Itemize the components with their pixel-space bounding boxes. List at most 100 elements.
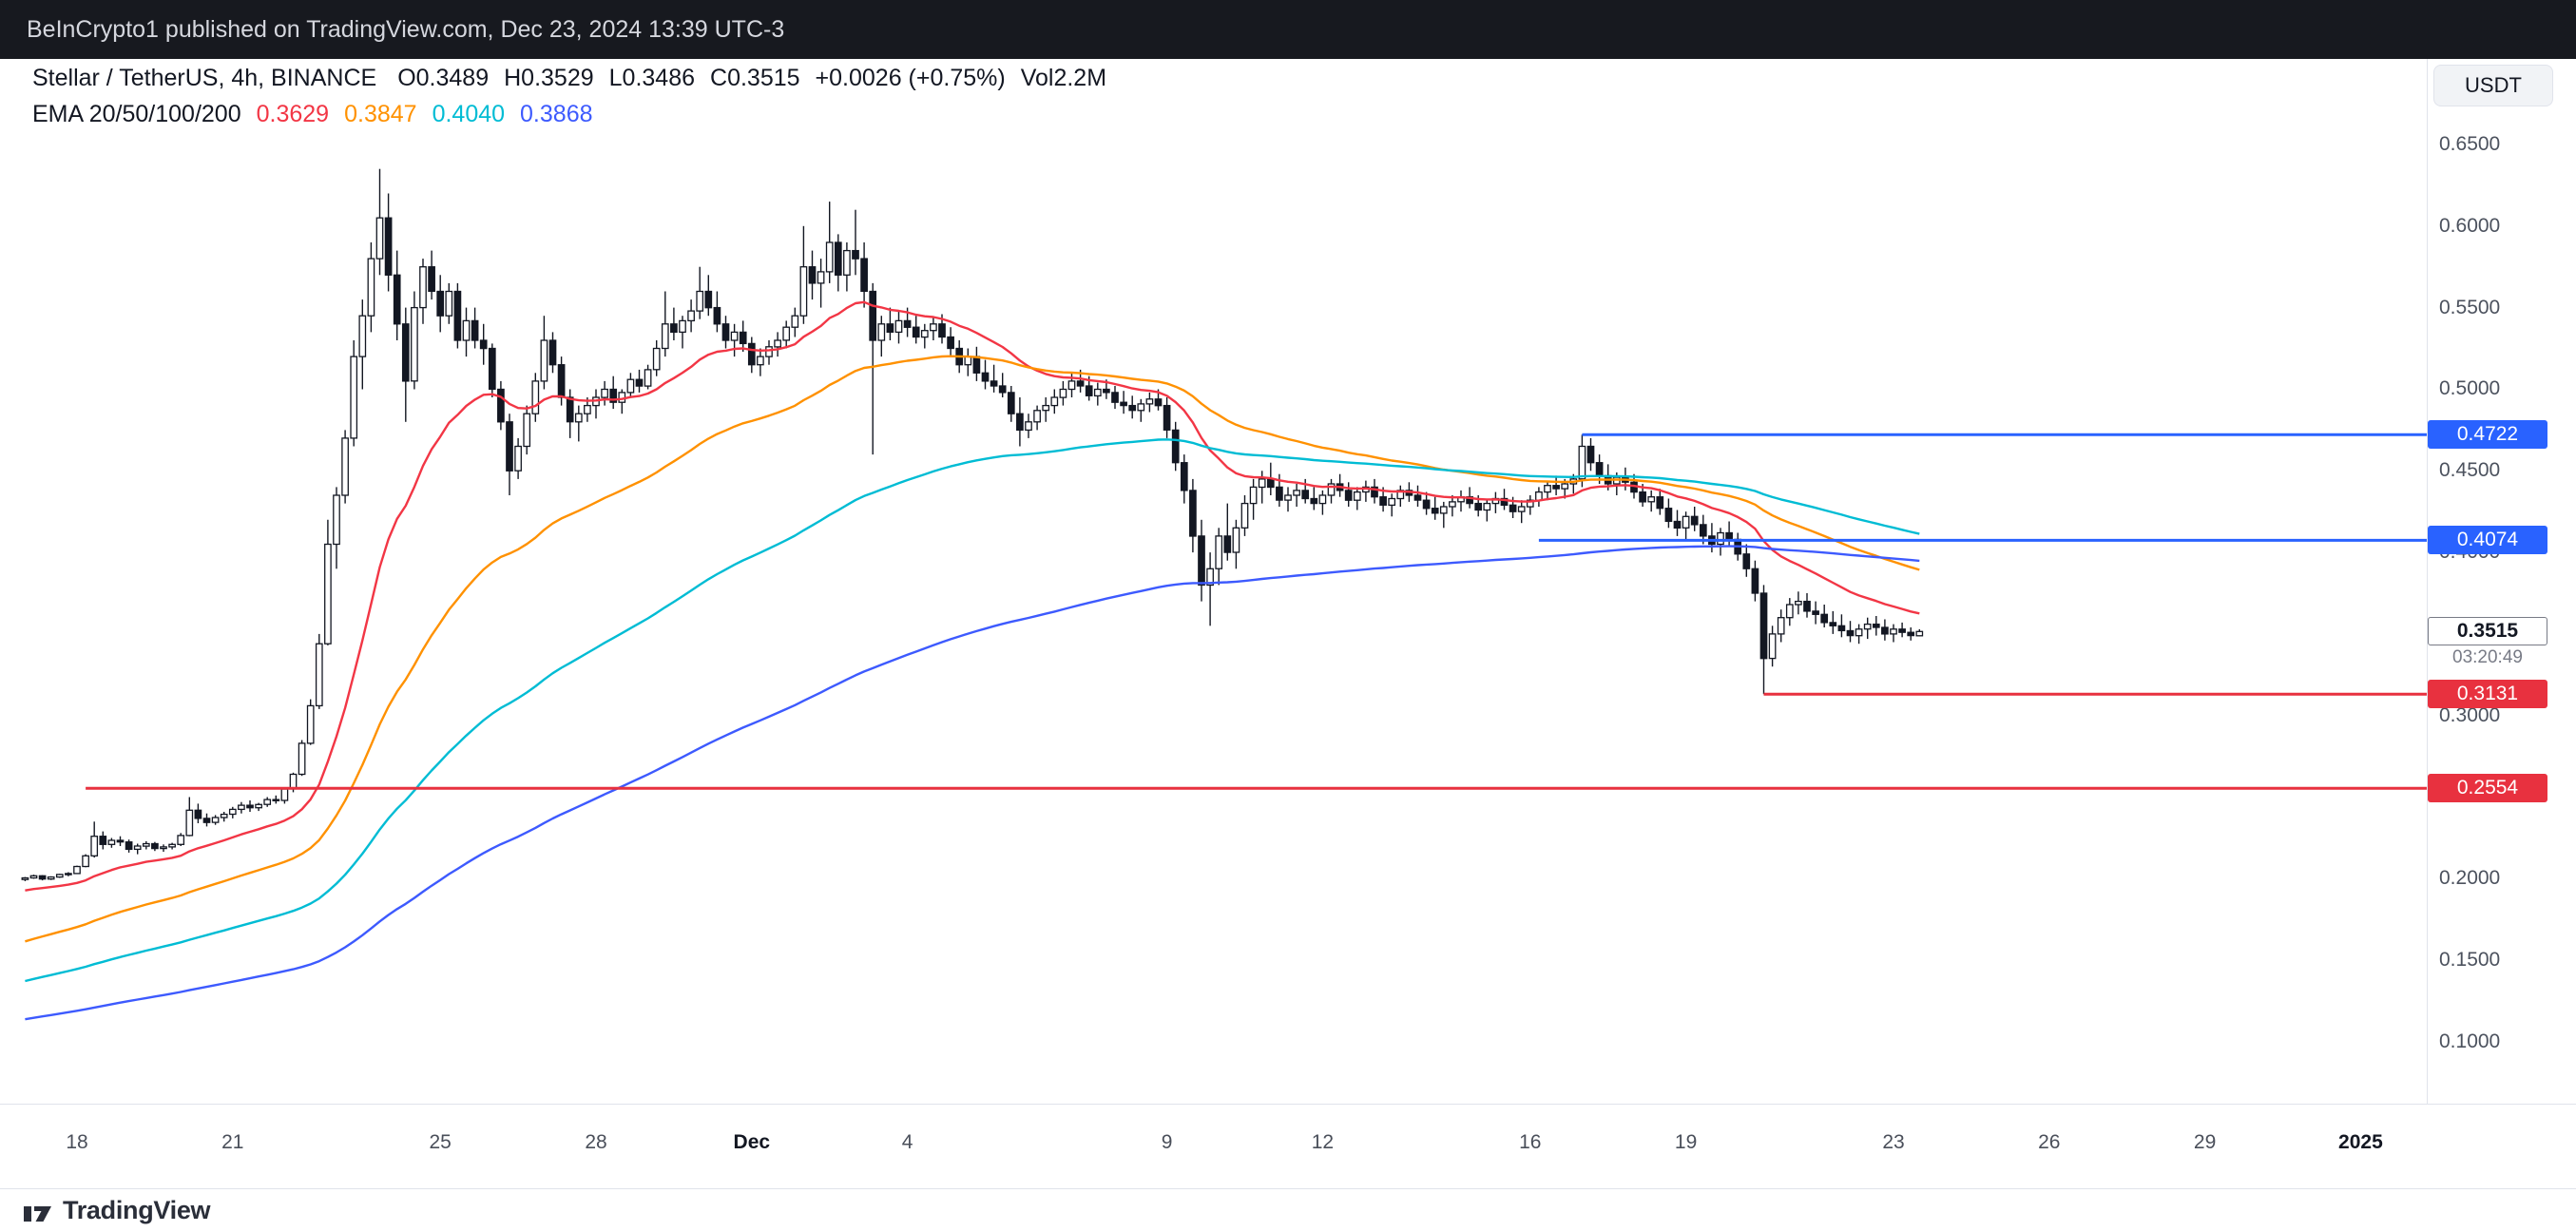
candle-down	[1820, 605, 1829, 627]
candle-up	[817, 259, 825, 308]
candle-up	[1795, 591, 1802, 615]
candle-down	[1413, 485, 1422, 507]
candle-down	[1120, 391, 1127, 414]
candle-up	[791, 307, 799, 337]
candle-up	[540, 316, 548, 390]
candle-down	[1664, 498, 1673, 529]
candle-down	[1829, 610, 1837, 634]
candle-down	[566, 389, 574, 438]
time-label: 21	[221, 1131, 244, 1153]
candle-up	[1318, 490, 1327, 515]
tradingview-logo-link[interactable]: TradingView	[23, 1196, 211, 1225]
candle-down	[428, 250, 435, 300]
candle-up	[1396, 485, 1405, 507]
candle-down	[1016, 397, 1024, 447]
candle-down	[947, 327, 954, 357]
resistance-price-label[interactable]: 0.4722	[2428, 420, 2547, 450]
candle-down	[125, 839, 133, 853]
candle-up	[687, 299, 695, 333]
candle-up	[1388, 493, 1396, 517]
price-tick-label: 0.6500	[2439, 133, 2501, 155]
candle-up	[65, 872, 72, 876]
candle-up	[1145, 392, 1154, 413]
ema100-value: 0.4040	[432, 101, 506, 127]
candle-up	[1249, 478, 1258, 520]
candle-up	[1863, 617, 1872, 640]
candlestick-chart[interactable]	[0, 59, 2427, 1104]
candle-down	[384, 193, 393, 292]
candle-down	[670, 307, 678, 340]
candle-down	[1111, 386, 1119, 410]
candle-down	[1344, 482, 1353, 507]
candle-up	[601, 380, 608, 406]
time-label: 2025	[2338, 1131, 2383, 1153]
candle-up	[1544, 480, 1551, 501]
candle-up	[462, 307, 471, 357]
candle-down	[990, 364, 998, 393]
time-label: 19	[1674, 1131, 1698, 1153]
candle-down	[972, 346, 981, 381]
candle-up	[696, 266, 704, 319]
candle-down	[393, 250, 401, 340]
candle-up	[799, 225, 808, 324]
candle-down	[1336, 473, 1344, 497]
symbol-title[interactable]: Stellar / TetherUS, 4h, BINANCE	[32, 65, 377, 91]
resistance-price-label[interactable]: 0.4074	[2428, 526, 2547, 555]
candle-down	[1586, 437, 1595, 472]
candle-up	[661, 291, 669, 357]
time-label: 9	[1161, 1131, 1173, 1153]
candle-up	[341, 430, 349, 504]
candle-down	[808, 250, 817, 300]
candle-up	[1050, 389, 1059, 414]
candle-down	[151, 841, 159, 852]
candle-down	[747, 337, 756, 374]
current-price-label[interactable]: 0.3515	[2428, 617, 2547, 646]
candle-down	[453, 282, 462, 349]
tradingview-logo-icon	[24, 1205, 51, 1222]
candle-up	[626, 373, 635, 397]
price-tick-label: 0.2000	[2439, 867, 2501, 890]
time-label: 28	[585, 1131, 607, 1153]
support-price-label[interactable]: 0.2554	[2428, 774, 2547, 803]
candle-up	[298, 740, 306, 777]
candle-up	[1240, 495, 1249, 536]
candle-up	[514, 437, 522, 479]
candle-up	[228, 806, 237, 818]
support-price-label[interactable]: 0.3131	[2428, 680, 2547, 709]
candle-up	[1137, 398, 1145, 422]
candle-down	[272, 795, 280, 804]
time-label: 4	[901, 1131, 913, 1153]
currency-toggle-button[interactable]: USDT	[2433, 65, 2553, 106]
candle-up	[1042, 397, 1050, 422]
ema-indicator-label[interactable]: EMA 20/50/100/200	[32, 101, 241, 127]
candle-down	[834, 234, 842, 292]
candle-down	[1673, 510, 1682, 536]
candle-up	[21, 876, 29, 881]
candle-up	[177, 833, 185, 846]
price-tick-label: 0.5000	[2439, 377, 2501, 400]
candle-down	[38, 875, 47, 881]
candle-up	[315, 633, 323, 709]
candle-down	[202, 813, 211, 827]
time-axis[interactable]: 18 21 25 28 Dec 4 9 12 16 19 23 26 29 2025	[0, 1104, 2576, 1188]
ema50-value: 0.3847	[344, 101, 417, 127]
candle-down	[981, 359, 990, 390]
candle-up	[652, 340, 661, 376]
chart-canvas[interactable]: Stellar / TetherUS, 4h, BINANCE O0.3489 …	[0, 59, 2427, 1104]
candle-down	[609, 375, 618, 410]
price-axis[interactable]: USDT 0.6500 0.6000 0.5500 0.5000 0.4722 0.450…	[2427, 59, 2576, 1104]
candle-down	[739, 320, 747, 352]
candle-up	[333, 487, 340, 569]
candle-up	[1327, 478, 1336, 504]
candle-down	[1751, 560, 1759, 602]
candle-up	[1915, 628, 1924, 637]
candle-down	[912, 316, 920, 344]
legend-symbol-row: Stellar / TetherUS, 4h, BINANCE O0.3489 …	[32, 65, 1106, 101]
time-label: 12	[1311, 1131, 1335, 1153]
candle-up	[306, 699, 315, 745]
candle-down	[886, 307, 894, 340]
candle-up	[1578, 434, 1586, 488]
candle-down	[1223, 503, 1232, 561]
candle-up	[1777, 609, 1785, 643]
candle-up	[1293, 484, 1300, 507]
